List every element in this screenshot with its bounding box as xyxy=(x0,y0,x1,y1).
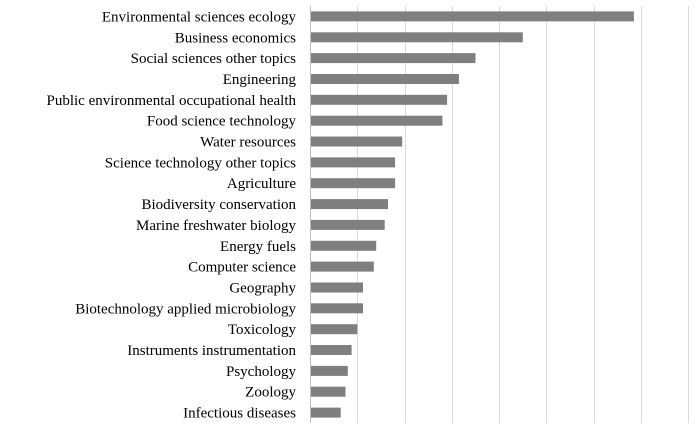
bar xyxy=(310,157,396,168)
bar xyxy=(310,53,476,64)
bar xyxy=(310,94,448,105)
bar xyxy=(310,365,348,376)
category-label: Biotechnology applied microbiology xyxy=(75,301,296,317)
category-label: Energy fuels xyxy=(220,239,296,255)
bar xyxy=(310,240,377,251)
category-label: Engineering xyxy=(223,72,297,88)
bar xyxy=(310,324,358,335)
category-label: Psychology xyxy=(226,364,297,380)
category-label: Science technology other topics xyxy=(105,155,296,171)
bar xyxy=(310,32,523,43)
bar xyxy=(310,407,341,418)
category-label: Geography xyxy=(229,281,296,297)
category-labels: Environmental sciences ecology Business e… xyxy=(46,9,296,421)
bars xyxy=(310,11,634,418)
gridlines xyxy=(357,6,689,423)
bar xyxy=(310,282,363,293)
bar xyxy=(310,115,443,126)
category-label: Infectious diseases xyxy=(183,406,296,422)
bar xyxy=(310,303,363,314)
category-label: Environmental sciences ecology xyxy=(102,9,297,25)
bar xyxy=(310,261,374,272)
category-label: Water resources xyxy=(200,135,296,151)
bar xyxy=(310,11,634,22)
bar xyxy=(310,219,385,230)
bar xyxy=(310,199,388,210)
category-label: Marine freshwater biology xyxy=(136,218,296,234)
bar xyxy=(310,345,352,355)
category-label: Instruments instrumentation xyxy=(127,343,296,359)
category-label: Toxicology xyxy=(228,322,297,338)
category-label: Food science technology xyxy=(147,114,297,130)
category-label: Agriculture xyxy=(227,176,296,192)
category-label: Business economics xyxy=(175,30,296,46)
category-label: Social sciences other topics xyxy=(131,51,297,67)
bar xyxy=(310,386,346,397)
category-label: Public environmental occupational health xyxy=(46,93,296,109)
category-label: Computer science xyxy=(188,260,296,276)
bar xyxy=(310,74,459,84)
category-label: Zoology xyxy=(245,385,296,401)
bar xyxy=(310,136,403,147)
category-label: Biodiversity conservation xyxy=(141,197,296,213)
bar xyxy=(310,178,396,189)
